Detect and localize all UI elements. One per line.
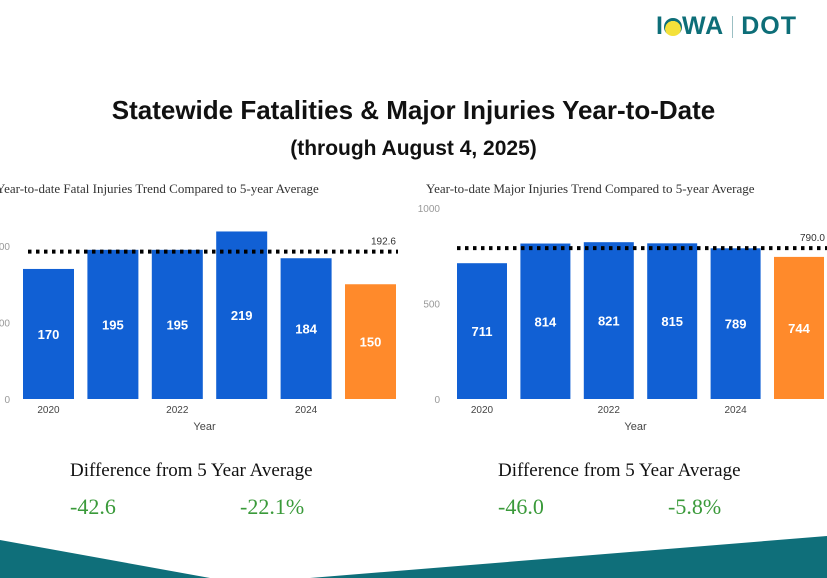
y-tick-label: 100 [0,319,10,330]
bar-2022 [583,242,634,399]
logo-divider [732,15,734,38]
x-tick-label: 2022 [166,405,189,416]
major-difference-label: Difference from 5 Year Average [498,460,741,481]
major-chart-title: Year-to-date Major Injuries Trend Compar… [426,181,755,196]
bar-2020 [23,268,74,399]
fatal-difference-value: -42.6 [70,494,116,519]
data-label: 821 [598,314,620,329]
x-tick-label: 2020 [37,405,60,416]
x-tick-label: 2020 [471,405,494,416]
data-label: 815 [661,314,683,329]
data-label: 789 [725,317,747,332]
page-subtitle: (through August 4, 2025) [290,137,537,160]
data-label: 170 [38,327,60,342]
x-tick-label: 2024 [724,405,747,416]
bar-2020 [457,263,507,399]
data-label: 195 [166,317,188,332]
average-label: 790.0 [800,233,825,244]
iowa-dot-logo: I WA DOT [656,12,797,41]
x-tick-label: 2022 [598,405,621,416]
fatal-chart-title: Year-to-date Fatal Injuries Trend Compar… [0,181,319,196]
bar-2023 [216,231,268,399]
average-label: 192.6 [371,237,396,248]
fatal-difference-percent: -22.1% [240,494,305,519]
x-axis-title: Year [624,421,647,433]
data-label: 150 [360,335,382,350]
logo-text: I [655,12,664,40]
bar-2023 [647,243,698,399]
logo-text: DOT [741,12,797,40]
data-label: 711 [472,324,493,339]
data-label: 219 [231,308,253,323]
y-tick-label: 1000 [418,204,441,215]
page-title: Statewide Fatalities & Major Injuries Ye… [111,95,716,125]
logo-text: WA [681,12,725,40]
data-label: 184 [295,322,317,337]
x-axis-title: Year [193,421,216,433]
data-label: 814 [535,314,557,329]
bar-2024 [710,248,761,399]
y-tick-label: 0 [434,395,440,406]
bar-2021 [520,243,571,399]
bar-2021 [87,249,139,399]
bar-2022 [151,249,203,399]
teal-band-right [310,536,827,578]
y-tick-label: 500 [423,300,440,311]
bar-2025 [774,256,824,399]
x-tick-label: 2024 [295,405,318,416]
data-label: 744 [788,321,810,336]
major-difference-value: -46.0 [498,494,544,519]
y-tick-label: 0 [4,395,10,406]
major-difference-percent: -5.8% [668,494,722,519]
bar-2024 [280,258,332,399]
bar-2025 [345,284,396,399]
y-tick-label: 200 [0,242,10,253]
fatal-difference-label: Difference from 5 Year Average [70,460,313,481]
sun-icon [663,18,682,37]
data-label: 195 [102,317,124,332]
teal-band-left [0,540,210,578]
